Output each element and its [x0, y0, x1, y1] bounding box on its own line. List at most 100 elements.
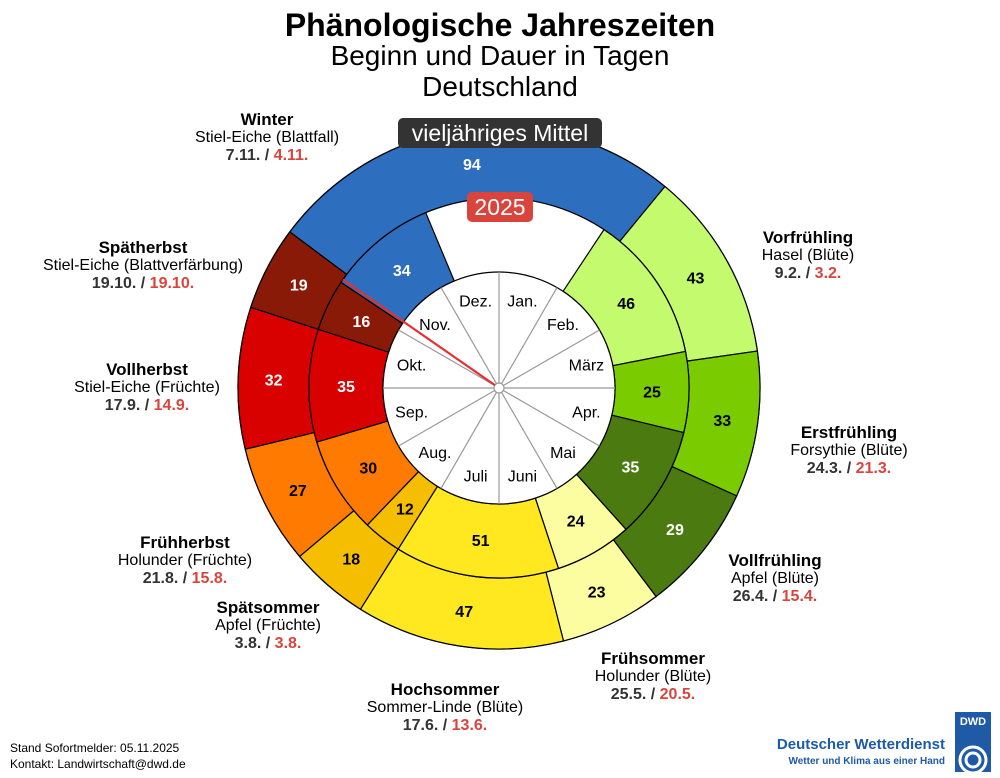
- dwd-logo-name: Deutscher Wetterdienst: [777, 736, 945, 753]
- month-divider: [503, 329, 600, 387]
- segment-duration-labels: 43 33 29 23 47 18 27 32 19 94 46 25 35 24 51 12 30 35 16 34: [265, 157, 731, 621]
- season-start-2025-hochsommer: 13.6.: [452, 717, 488, 734]
- season-name-winter: Winter: [241, 110, 294, 129]
- season-start-2025-vollherbst: 14.9.: [154, 397, 190, 414]
- season-dates-fruhherbst: 21.8. / 15.8.: [143, 570, 228, 587]
- inner-ring-caption-bg: [467, 192, 533, 222]
- season-dates-erstfruhling: 24.3. / 21.3.: [807, 460, 892, 477]
- y2025-duration-vollherbst: 35: [337, 379, 355, 396]
- inner-ring-caption: 2025: [467, 192, 533, 222]
- mean-duration-hochsommer: 47: [455, 604, 473, 621]
- y2025-duration-erstfruhling: 25: [643, 384, 661, 401]
- mean-duration-vorfruhling: 43: [687, 270, 705, 287]
- season-indicator-vorfruhling: Hasel (Blüte): [762, 247, 854, 264]
- mean-duration-winter: 94: [463, 157, 481, 174]
- mean-duration-spatsommer: 18: [342, 551, 360, 568]
- season-start-2025-vorfruhling: 3.2.: [815, 265, 842, 282]
- month-divider: [398, 329, 495, 387]
- outer-ring-caption: vieljähriges Mittel: [398, 118, 602, 148]
- chart-subtitle: Beginn und Dauer in Tagen: [331, 40, 670, 71]
- season-indicator-winter: Stiel-Eiche (Blattfall): [195, 129, 339, 146]
- month-label-okt: Okt.: [397, 358, 426, 375]
- mean-duration-vollherbst: 32: [265, 372, 283, 389]
- month-divider: [440, 392, 498, 489]
- season-start-2025-spatherbst: 19.10.: [150, 275, 194, 292]
- season-name-vollfruhling: Vollfrühling: [728, 551, 821, 570]
- mean-duration-erstfruhling: 33: [713, 413, 731, 430]
- season-name-hochsommer: Hochsommer: [391, 680, 500, 699]
- season-start-mean-vollherbst: 17.9. /: [105, 397, 154, 414]
- y2025-duration-spatherbst: 16: [352, 314, 370, 331]
- month-label-juni: Juni: [508, 468, 537, 485]
- season-indicator-vollherbst: Stiel-Eiche (Früchte): [74, 379, 220, 396]
- season-name-erstfruhling: Erstfrühling: [801, 423, 897, 442]
- season-indicator-fruhherbst: Holunder (Früchte): [118, 552, 252, 569]
- month-label-jan: Jan.: [507, 294, 537, 311]
- season-start-2025-fruhsommer: 20.5.: [660, 686, 696, 703]
- season-start-2025-vollfruhling: 15.4.: [782, 588, 818, 605]
- y2025-duration-spatsommer: 12: [396, 502, 414, 519]
- month-label-juli: Juli: [464, 468, 488, 485]
- season-name-vorfruhling: Vorfrühling: [763, 228, 853, 247]
- dwd-logo-abbr: DWD: [960, 716, 986, 728]
- month-dial: Jan. Feb. März Apr. Mai Juni Juli Aug. Sep. Okt. N…: [382, 271, 616, 505]
- dwd-logo-slogan: Wetter und Klima aus einer Hand: [788, 756, 945, 767]
- month-label-nov: Nov.: [419, 317, 451, 334]
- season-dates-vorfruhling: 9.2. / 3.2.: [775, 265, 842, 282]
- mean-duration-spatherbst: 19: [290, 277, 308, 294]
- season-dates-vollfruhling: 26.4. / 15.4.: [733, 588, 818, 605]
- season-indicator-spatsommer: Apfel (Früchte): [215, 617, 321, 634]
- season-start-mean-winter: 7.11. /: [226, 147, 274, 164]
- season-dates-fruhsommer: 25.5. / 20.5.: [611, 686, 696, 703]
- season-name-spatsommer: Spätsommer: [217, 598, 320, 617]
- season-name-fruhherbst: Frühherbst: [140, 533, 230, 552]
- season-indicator-erstfruhling: Forsythie (Blüte): [790, 442, 907, 459]
- month-divider: [500, 287, 558, 384]
- season-start-mean-fruhherbst: 21.8. /: [143, 570, 192, 587]
- mean-duration-vollfruhling: 29: [666, 522, 684, 539]
- season-name-spatherbst: Spätherbst: [99, 238, 188, 257]
- month-label-apr: Apr.: [572, 404, 600, 421]
- y2025-duration-hochsommer: 51: [472, 533, 490, 550]
- season-name-fruhsommer: Frühsommer: [601, 649, 705, 668]
- outer-ring-caption-text: vieljähriges Mittel: [412, 120, 588, 146]
- current-date-marker: [342, 278, 496, 387]
- season-start-2025-fruhherbst: 15.8.: [192, 570, 228, 587]
- month-label-feb: Feb.: [547, 317, 579, 334]
- season-start-mean-fruhsommer: 25.5. /: [611, 686, 660, 703]
- month-label-aug: Aug.: [419, 445, 452, 462]
- season-start-mean-vorfruhling: 9.2. /: [775, 265, 815, 282]
- footer-stand: Stand Sofortmelder: 05.11.2025: [10, 741, 180, 755]
- footer-contact: Kontakt: Landwirtschaft@dwd.de: [10, 757, 186, 771]
- season-indicator-hochsommer: Sommer-Linde (Blüte): [367, 699, 524, 716]
- season-start-mean-hochsommer: 17.6. /: [403, 717, 452, 734]
- mean-duration-fruhsommer: 23: [588, 584, 606, 601]
- current-date-line: [342, 278, 496, 387]
- month-divider: [440, 287, 498, 384]
- month-divider: [500, 392, 558, 489]
- season-dates-spatherbst: 19.10. / 19.10.: [92, 275, 194, 292]
- season-dates-spatsommer: 3.8. / 3.8.: [235, 635, 302, 652]
- y2025-duration-winter: 34: [393, 263, 411, 280]
- inner-ring-caption-text: 2025: [474, 194, 525, 220]
- month-label-marz: März: [569, 358, 605, 375]
- season-start-mean-vollfruhling: 26.4. /: [733, 588, 782, 605]
- month-label-sep: Sep.: [395, 404, 428, 421]
- month-label-dez: Dez.: [459, 294, 492, 311]
- chart-region: Deutschland: [422, 71, 578, 102]
- month-label-mai: Mai: [550, 445, 576, 462]
- y2025-duration-vorfruhling: 46: [617, 296, 635, 313]
- season-dates-vollherbst: 17.9. / 14.9.: [105, 397, 190, 414]
- outer-ring-caption-bg: [398, 118, 602, 148]
- y2025-duration-fruhherbst: 30: [359, 461, 377, 478]
- chart-title: Phänologische Jahreszeiten: [285, 7, 715, 43]
